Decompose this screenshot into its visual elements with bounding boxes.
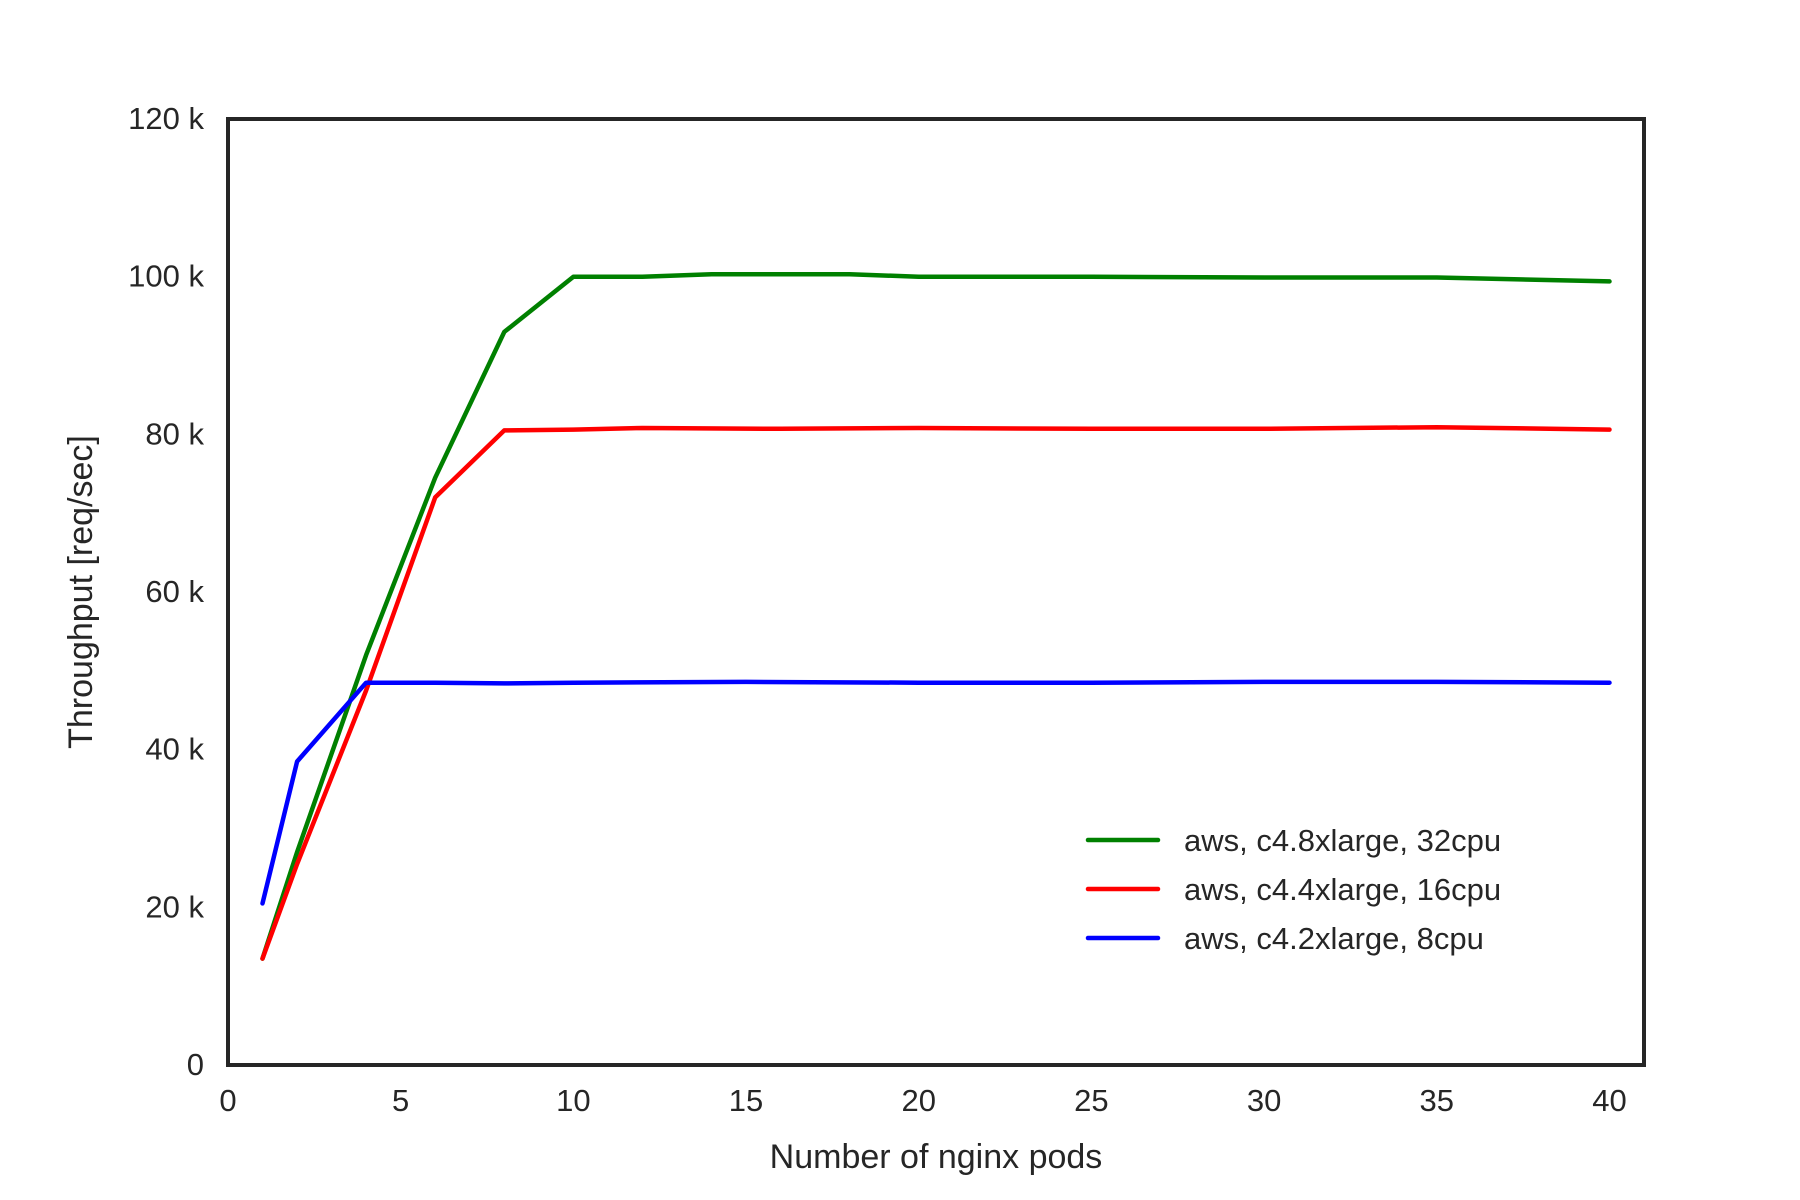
x-tick-label: 10 (556, 1083, 590, 1118)
x-tick-label: 40 (1592, 1083, 1626, 1118)
series-layer (260, 272, 1612, 961)
y-tick-label: 60 k (145, 574, 204, 609)
legend-label: aws, c4.8xlarge, 32cpu (1184, 823, 1501, 858)
legend: aws, c4.8xlarge, 32cpu aws, c4.4xlarge, 1… (1085, 823, 1501, 956)
y-tick-label: 40 k (145, 732, 204, 767)
y-tick-label: 120 k (128, 101, 204, 136)
x-tick-label: 35 (1420, 1083, 1454, 1118)
x-tick-label: 5 (392, 1083, 409, 1118)
series-line-3 (260, 679, 1612, 906)
x-tick-label: 30 (1247, 1083, 1281, 1118)
y-axis-label: Throughput [req/sec] (62, 435, 100, 749)
series-line-1 (260, 272, 1612, 961)
x-tick-label: 0 (219, 1083, 236, 1118)
x-tick-label: 25 (1074, 1083, 1108, 1118)
y-tick-labels: 0 20 k 40 k 60 k 80 k 100 k 120 k (128, 101, 204, 1082)
y-tick-label: 100 k (128, 259, 204, 294)
x-tick-label: 15 (729, 1083, 763, 1118)
y-tick-label: 80 k (145, 416, 204, 451)
x-tick-labels: 0 5 10 15 20 25 30 35 40 (219, 1083, 1626, 1118)
x-axis-label: Number of nginx pods (770, 1138, 1103, 1176)
series-line-2 (260, 424, 1612, 961)
y-tick-label: 0 (187, 1047, 204, 1082)
legend-label: aws, c4.2xlarge, 8cpu (1184, 921, 1484, 956)
legend-label: aws, c4.4xlarge, 16cpu (1184, 872, 1501, 907)
plot-frame (226, 117, 1646, 1067)
x-tick-label: 20 (901, 1083, 935, 1118)
y-tick-label: 20 k (145, 889, 204, 924)
